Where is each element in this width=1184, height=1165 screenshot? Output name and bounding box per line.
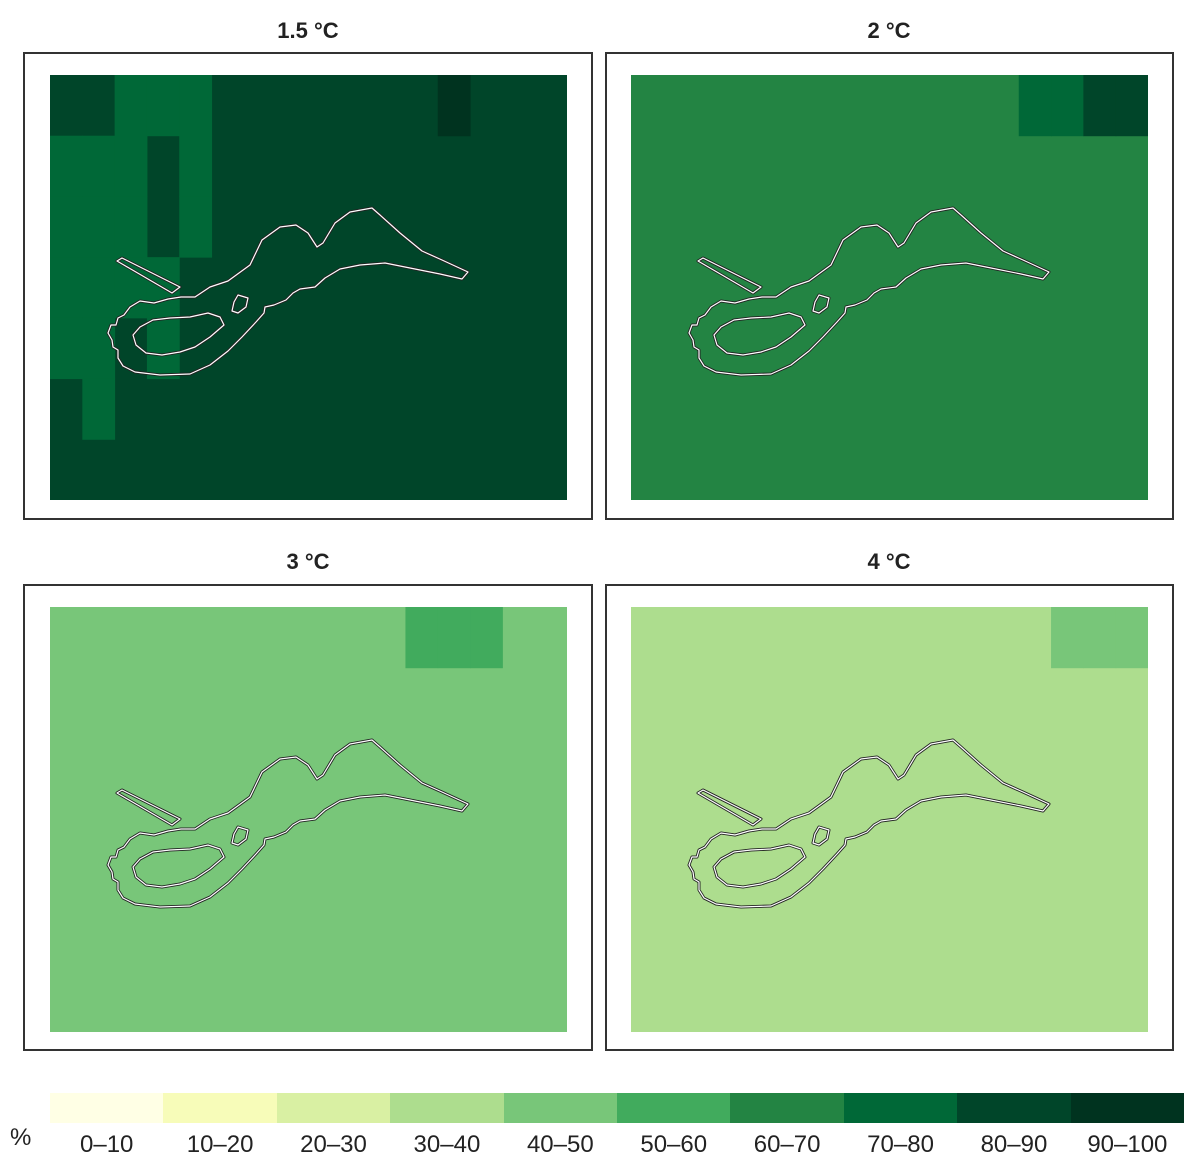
grid-cell bbox=[1083, 75, 1117, 137]
grid-cell bbox=[50, 196, 83, 258]
legend-swatch bbox=[50, 1093, 164, 1123]
legend-swatch bbox=[843, 1093, 958, 1123]
grid-cell bbox=[1115, 607, 1148, 669]
panel-title-1: 1.5 °C bbox=[277, 18, 339, 43]
legend-label: 20–30 bbox=[300, 1131, 367, 1158]
panel-title-3: 3 °C bbox=[286, 549, 330, 574]
grid-cell bbox=[1018, 75, 1052, 137]
grid-cell bbox=[114, 135, 148, 197]
map-panel-2 bbox=[605, 52, 1174, 520]
grid-cell bbox=[470, 607, 503, 669]
legend-swatch bbox=[617, 1093, 731, 1123]
grid-cell bbox=[50, 257, 83, 319]
grid-cell bbox=[405, 607, 439, 669]
legend-label: 60–70 bbox=[753, 1131, 821, 1158]
grid-cell bbox=[114, 196, 148, 258]
grid-cell bbox=[179, 196, 213, 258]
legend-swatch bbox=[957, 1093, 1071, 1123]
grid-cell bbox=[179, 135, 213, 197]
grid-cell bbox=[1051, 607, 1084, 669]
coastline bbox=[688, 739, 1050, 908]
legend-label: 50–60 bbox=[640, 1131, 708, 1158]
coastline bbox=[107, 739, 469, 908]
grid-cell bbox=[82, 196, 116, 258]
legend-label: 0–10 bbox=[80, 1131, 134, 1158]
grid-cell bbox=[114, 75, 148, 137]
grid-cell bbox=[82, 378, 116, 440]
legend-unit: % bbox=[10, 1124, 32, 1151]
grid-cell bbox=[179, 75, 213, 137]
grid-cell bbox=[1083, 607, 1117, 669]
legend-label: 30–40 bbox=[413, 1131, 481, 1158]
legend-label: 40–50 bbox=[526, 1131, 594, 1158]
grid-cell bbox=[146, 317, 180, 380]
grid-cell bbox=[437, 607, 471, 669]
grid-cell bbox=[82, 135, 116, 197]
grid-cell bbox=[1115, 75, 1148, 137]
map-panel-3 bbox=[23, 584, 593, 1051]
panel-title-2: 2 °C bbox=[867, 18, 911, 43]
legend-colorbar bbox=[50, 1093, 1184, 1123]
grid-cell bbox=[114, 257, 148, 319]
grid-cell bbox=[82, 257, 116, 319]
map-panel-1 bbox=[23, 52, 593, 520]
grid-cell bbox=[437, 75, 471, 137]
coastline bbox=[107, 207, 469, 376]
map-grid-3 bbox=[50, 607, 567, 1032]
legend-swatch bbox=[1070, 1093, 1184, 1123]
legend-swatch bbox=[163, 1093, 277, 1123]
map-grid-4 bbox=[631, 607, 1148, 1032]
grid-cell bbox=[50, 135, 83, 197]
map-grid-1 bbox=[50, 75, 567, 500]
panel-title-4: 4 °C bbox=[867, 549, 911, 574]
legend-swatch bbox=[730, 1093, 844, 1123]
legend-label: 70–80 bbox=[867, 1131, 934, 1158]
map-panel-4 bbox=[605, 584, 1174, 1051]
legend-label: 90–100 bbox=[1087, 1131, 1168, 1158]
legend-swatch bbox=[276, 1093, 391, 1123]
legend-label: 80–90 bbox=[980, 1131, 1048, 1158]
grid-cell bbox=[146, 75, 180, 137]
legend-swatch bbox=[503, 1093, 618, 1123]
legend-swatch bbox=[390, 1093, 504, 1123]
grid-cell bbox=[1051, 75, 1084, 137]
map-grid-2 bbox=[631, 75, 1148, 500]
grid-cell bbox=[50, 317, 83, 380]
legend-label: 10–20 bbox=[186, 1131, 254, 1158]
legend-labels: 0–10 10–20 20–30 30–40 40–50 50–60 60–70… bbox=[50, 1131, 1184, 1159]
coastline bbox=[688, 207, 1050, 376]
